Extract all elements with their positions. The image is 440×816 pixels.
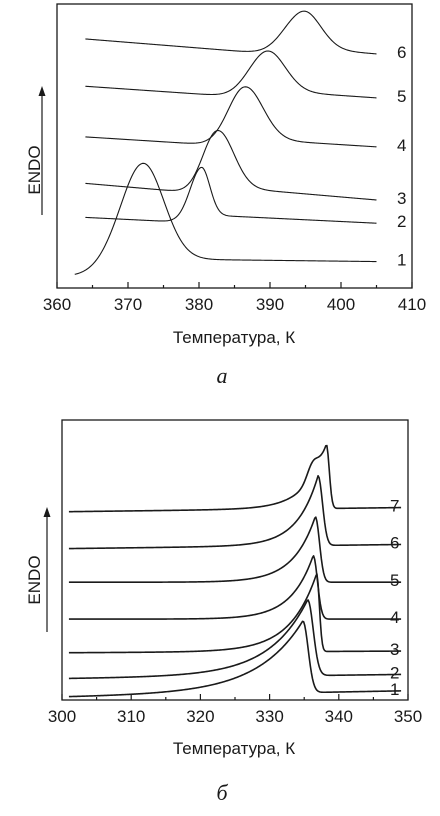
curve-3 [85, 130, 377, 201]
curve-label-3: 3 [390, 640, 399, 659]
x-tick-label: 330 [255, 707, 283, 726]
curve-5 [85, 50, 377, 99]
curve-label-2: 2 [390, 664, 399, 683]
panel-a-letter: а [217, 363, 228, 388]
panel-a-curve-labels: 1 2 3 4 5 6 [397, 43, 406, 270]
curve-label-5: 5 [390, 571, 399, 590]
curve-1 [74, 162, 377, 275]
curve-label-5: 5 [397, 87, 406, 106]
curve-label-4: 4 [397, 136, 406, 155]
panel-b-curve-labels: 12 3 4 5 6 7 [390, 497, 399, 699]
curve-3 [68, 573, 402, 654]
curve-label-2: 2 [397, 212, 406, 231]
panel-b-x-ticks: 300 310 320 330 340 350 [48, 694, 422, 726]
panel-b-endo-arrow [43, 507, 51, 632]
x-tick-label: 350 [394, 707, 422, 726]
x-tick-label: 360 [43, 295, 71, 314]
panel-a-x-ticks: 360 370 380 390 400 410 [43, 282, 426, 314]
panel-b-xlabel: Температура, К [173, 739, 295, 758]
x-tick-label: 300 [48, 707, 76, 726]
curve-7 [68, 444, 402, 513]
x-tick-label: 410 [398, 295, 426, 314]
panel-a-xlabel: Температура, К [173, 328, 295, 347]
curve-4 [68, 555, 402, 620]
curve-1 [68, 620, 402, 698]
x-tick-label: 320 [186, 707, 214, 726]
curve-5 [68, 516, 402, 584]
panel-a-curves [74, 10, 377, 275]
curve-label-6: 6 [390, 534, 399, 553]
curve-label-4: 4 [390, 608, 399, 627]
curve-4 [85, 86, 377, 148]
curve-label-1: 1 [397, 251, 406, 270]
x-tick-label: 340 [325, 707, 353, 726]
panel-a-ylabel: ENDO [25, 145, 44, 194]
curve-label-3: 3 [397, 189, 406, 208]
curve-label-1: 1 [390, 680, 399, 699]
panel-b-letter: б [216, 780, 228, 805]
panel-a-endo-arrow [38, 86, 46, 215]
panel-b-plot-frame [61, 419, 409, 701]
panel-a-chart: ENDO 360 370 380 390 400 410 1 2 3 4 5 6 Температу… [25, 3, 426, 388]
panel-b-ylabel: ENDO [25, 555, 44, 604]
x-tick-label: 400 [327, 295, 355, 314]
x-tick-label: 370 [114, 295, 142, 314]
curve-label-6: 6 [397, 43, 406, 62]
panel-b-curves [68, 444, 402, 698]
curve-2 [85, 166, 377, 224]
curve-6 [68, 474, 402, 550]
curve-6 [85, 10, 377, 55]
x-tick-label: 380 [185, 295, 213, 314]
x-tick-label: 310 [117, 707, 145, 726]
x-tick-label: 390 [256, 295, 284, 314]
curve-label-7: 7 [390, 497, 399, 516]
curve-2 [68, 599, 402, 680]
panel-b-chart: ENDO 300 310 320 330 340 350 12 3 4 5 6 7 Температ… [25, 419, 422, 805]
